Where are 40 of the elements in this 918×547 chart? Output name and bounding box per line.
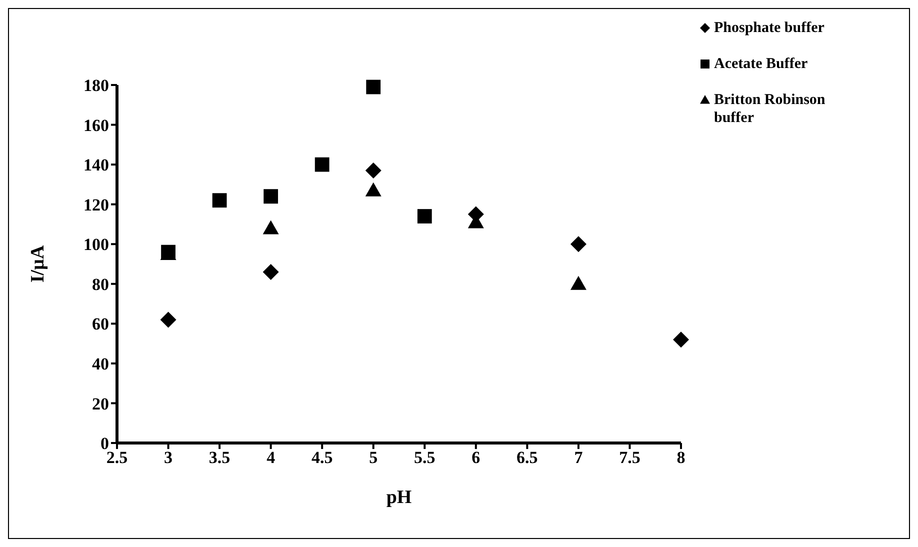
y-tick-label: 180 <box>84 76 109 96</box>
y-tick-label: 100 <box>84 235 109 254</box>
y-tick-label: 60 <box>92 314 109 334</box>
x-tick-label: 2.5 <box>106 448 128 468</box>
point <box>365 162 382 179</box>
point <box>262 220 279 234</box>
point <box>570 276 586 290</box>
point <box>673 332 689 348</box>
x-axis-title: pH <box>386 487 412 508</box>
point <box>314 157 330 172</box>
x-tick-label: 8 <box>676 448 686 468</box>
x-tick-label: 4 <box>266 448 276 468</box>
y-tick-label: 80 <box>92 274 109 294</box>
x-tick-label: 3.5 <box>208 448 230 468</box>
y-tick-label: 140 <box>84 156 109 175</box>
y-tick-label: 20 <box>92 394 109 414</box>
legend-label: Britton Robinson buffer <box>714 91 826 127</box>
y-tick-label: 120 <box>84 195 109 214</box>
y-tick-label: 40 <box>92 354 109 374</box>
y-axis-title: I/µA <box>28 245 49 283</box>
x-tick-label: 5.5 <box>414 448 436 468</box>
point <box>262 264 279 280</box>
point <box>160 312 176 328</box>
point <box>264 189 278 204</box>
legend-label: Acetate Buffer <box>714 55 809 73</box>
point <box>366 80 381 94</box>
y-tick-label: 0 <box>100 434 109 454</box>
point <box>570 236 586 252</box>
point <box>417 209 432 224</box>
x-tick-label: 6 <box>472 448 480 468</box>
x-tick-label: 5 <box>369 448 378 468</box>
x-tick-label: 7 <box>574 448 584 468</box>
legend-label: Phosphate buffer <box>714 19 826 37</box>
x-tick-label: 3 <box>164 448 173 468</box>
point <box>212 193 227 208</box>
x-tick-label: 6.5 <box>516 448 538 468</box>
point <box>365 182 382 196</box>
y-tick-label: 160 <box>84 116 109 135</box>
x-tick-label: 4.5 <box>311 448 333 468</box>
x-tick-label: 7.5 <box>619 448 640 468</box>
